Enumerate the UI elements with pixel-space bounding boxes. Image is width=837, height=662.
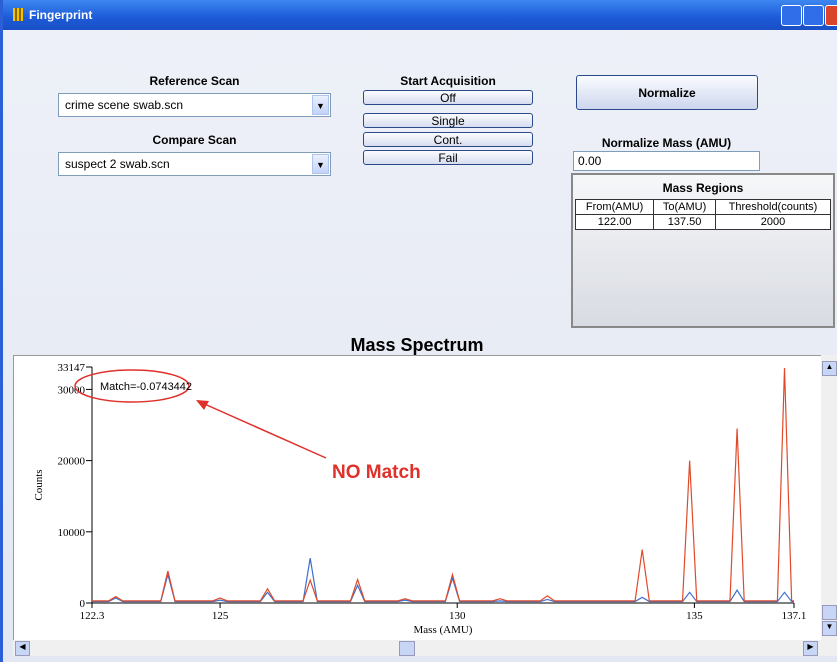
app-icon <box>13 8 23 21</box>
scroll-right[interactable]: ▶ <box>803 641 818 656</box>
compare-scan-value: suspect 2 swab.scn <box>65 157 170 171</box>
minimize-button[interactable] <box>781 5 802 26</box>
fail-button[interactable]: Fail <box>363 150 533 165</box>
no-match-annotation: NO Match <box>332 462 421 483</box>
x-tick-label: 137.1 <box>782 610 807 622</box>
cont-button[interactable]: Cont. <box>363 132 533 147</box>
normalize-mass-input[interactable]: 0.00 <box>573 151 760 171</box>
reference-scan-select[interactable]: crime scene swab.scn ▼ <box>58 93 331 117</box>
window-title: Fingerprint <box>29 8 93 22</box>
normalize-button[interactable]: Normalize <box>576 75 758 110</box>
y-axis-label: Counts <box>33 469 45 500</box>
table-row[interactable]: 122.00 137.50 2000 <box>574 214 832 230</box>
maximize-button[interactable] <box>803 5 824 26</box>
chart-title: Mass Spectrum <box>350 335 484 355</box>
title-bar: Fingerprint <box>3 0 837 30</box>
cell: 2000 <box>714 214 832 230</box>
column-header: Threshold(counts) <box>714 199 832 215</box>
y-tick-label: 0 <box>80 598 86 610</box>
vertical-scrollbar[interactable]: ▲ ▼ <box>821 355 837 640</box>
reference-scan-value: crime scene swab.scn <box>65 98 184 112</box>
single-button[interactable]: Single <box>363 113 533 128</box>
reference-scan-label: Reference Scan <box>149 74 240 88</box>
x-tick-label: 135 <box>686 610 703 622</box>
x-tick-label: 125 <box>212 610 229 622</box>
mass-regions-table: From(AMU) To(AMU) Threshold(counts) 122.… <box>574 199 832 230</box>
mass-regions-title: Mass Regions <box>662 181 744 195</box>
mass-regions-panel: Mass Regions From(AMU) To(AMU) Threshold… <box>571 173 835 328</box>
arrow-head <box>196 400 209 410</box>
dropdown-arrow[interactable]: ▼ <box>312 154 329 174</box>
compare-scan-label: Compare Scan <box>152 133 237 147</box>
scroll-thumb[interactable] <box>822 605 837 620</box>
y-tick-label: 33147 <box>58 362 86 374</box>
y-tick-label: 30000 <box>58 384 86 396</box>
annotation-ellipse <box>74 369 190 403</box>
column-header: To(AMU) <box>653 199 716 215</box>
x-tick-label: 130 <box>449 610 466 622</box>
cell: 122.00 <box>574 214 655 230</box>
normalize-mass-label: Normalize Mass (AMU) <box>601 136 732 150</box>
match-annotation: Match=-0.0743442 <box>100 381 192 393</box>
y-tick-label: 10000 <box>58 527 86 539</box>
dropdown-arrow[interactable]: ▼ <box>312 95 329 115</box>
scroll-up[interactable]: ▲ <box>822 361 837 376</box>
chart: 0 10000 20000 30000 33147 122.3 125 130 135 137.1… <box>13 355 823 642</box>
scroll-thumb[interactable] <box>399 641 415 656</box>
horizontal-scrollbar[interactable]: ◀ ▶ <box>13 640 837 656</box>
start-acquisition-label: Start Acquisition <box>400 74 496 88</box>
column-header: From(AMU) <box>574 199 655 215</box>
scroll-down[interactable]: ▼ <box>822 621 837 636</box>
series-line <box>92 368 794 602</box>
series-line <box>92 558 794 603</box>
cell: 137.50 <box>653 214 716 230</box>
compare-scan-select[interactable]: suspect 2 swab.scn ▼ <box>58 152 331 176</box>
close-button[interactable] <box>825 5 837 26</box>
off-button[interactable]: Off <box>363 90 533 105</box>
scroll-left[interactable]: ◀ <box>15 641 30 656</box>
annotation-arrow <box>199 401 327 459</box>
header-row: From(AMU) To(AMU) Threshold(counts) <box>574 199 832 215</box>
x-tick-label: 122.3 <box>80 610 105 622</box>
y-tick-label: 20000 <box>58 456 86 468</box>
x-axis-label: Mass (AMU) <box>414 624 473 636</box>
